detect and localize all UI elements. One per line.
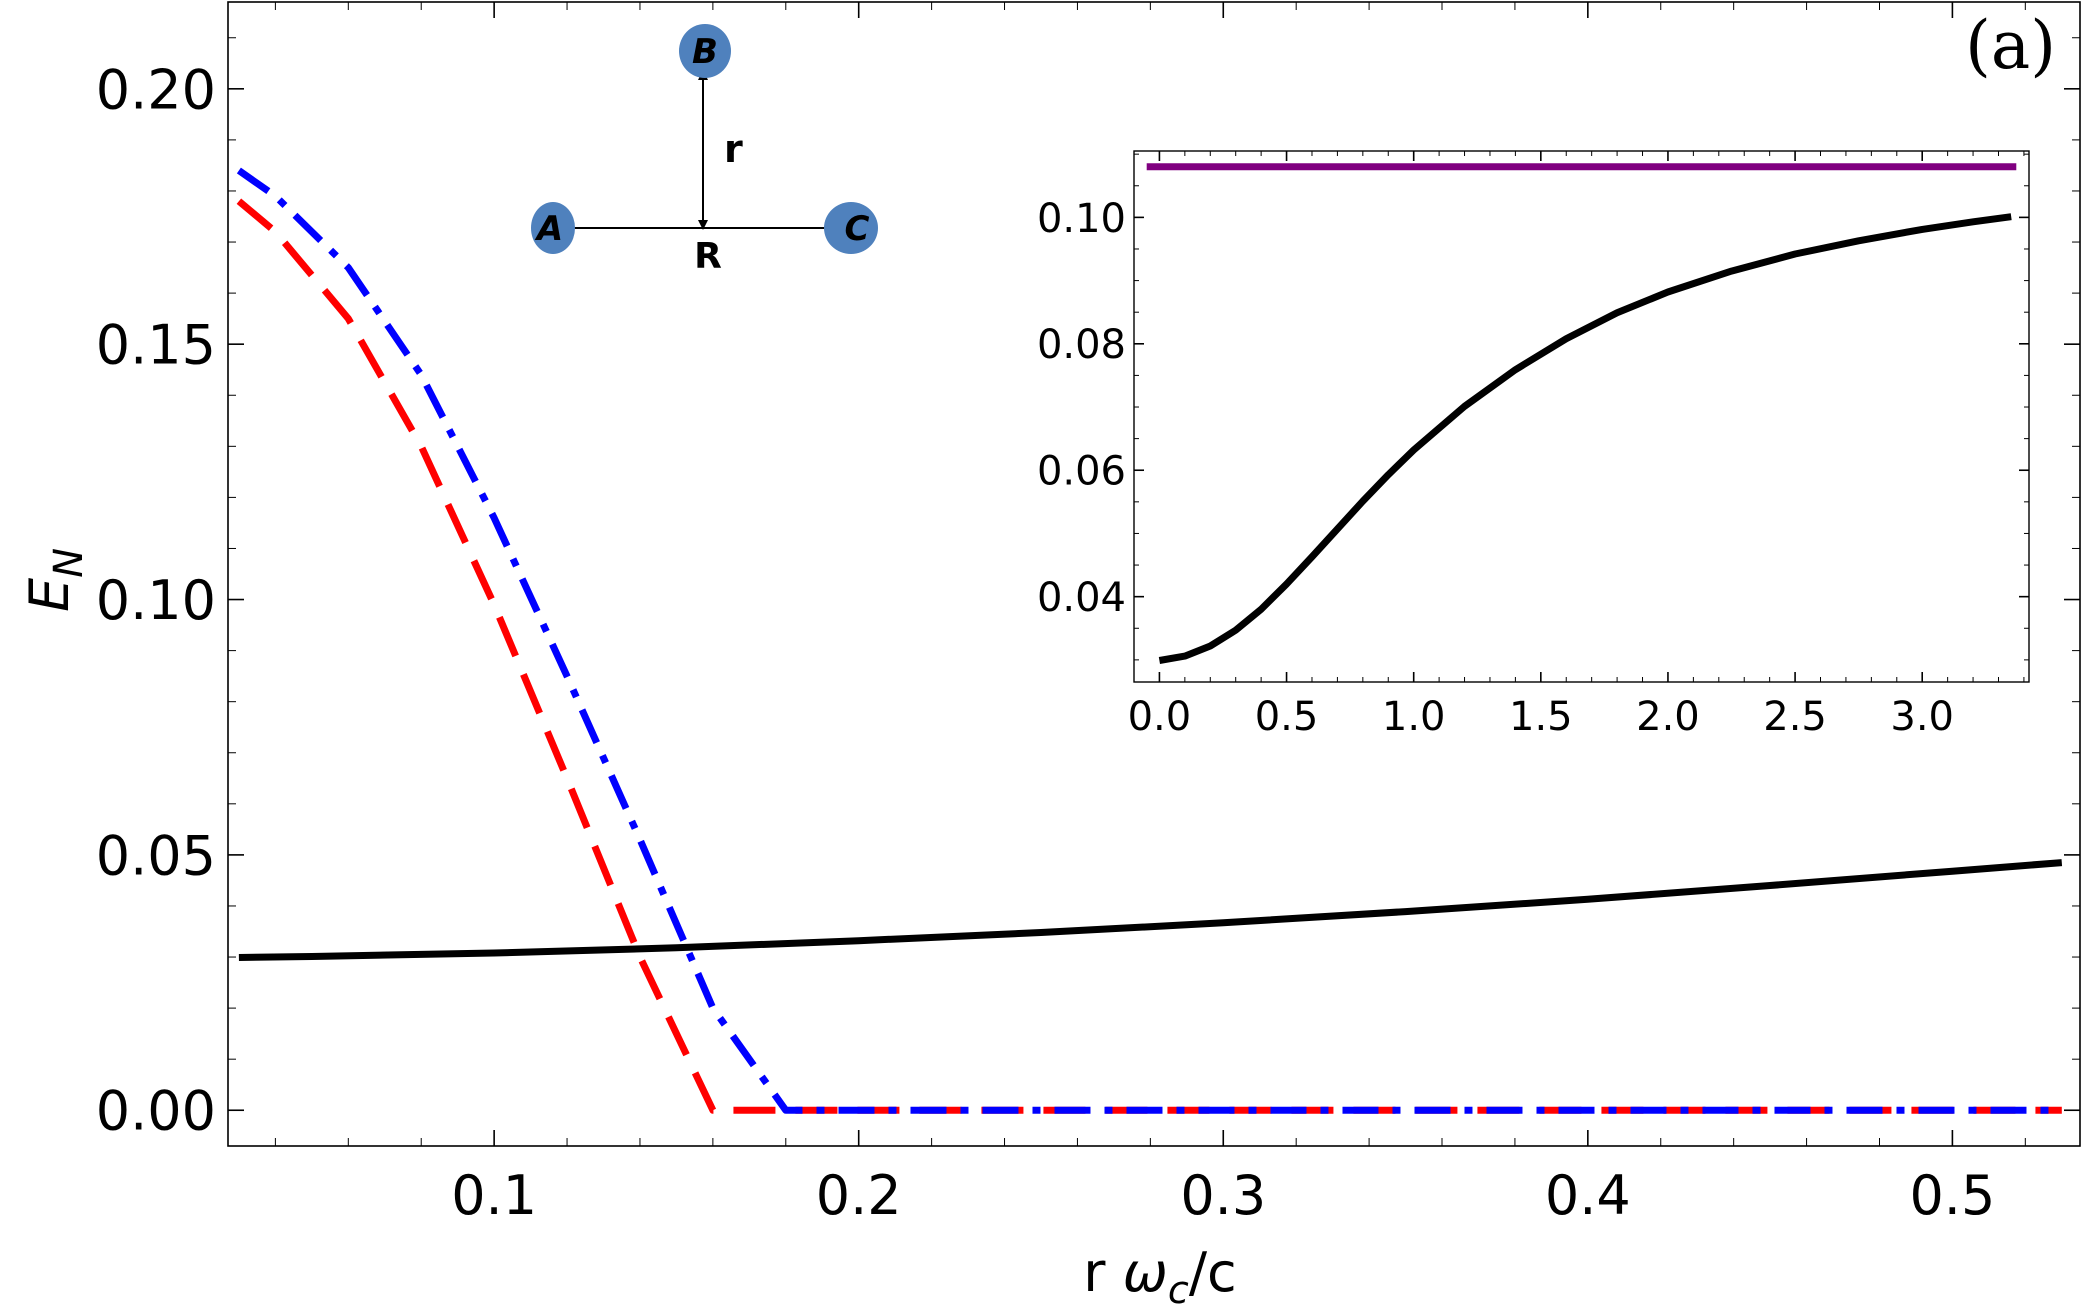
diagram-node-a: [531, 202, 575, 254]
y-tick-label: 0.06: [1037, 449, 1126, 495]
series-blue-dashdot: [236, 167, 2062, 1114]
series-black-solid: [1158, 213, 2012, 664]
geometry-diagram: A B C r R: [531, 24, 878, 277]
x-tick-label: 1.5: [1509, 694, 1573, 740]
main-minor-ticks: [228, 2, 2080, 1146]
x-tick-label: 0.5: [1255, 694, 1319, 740]
y-tick-label: 0.15: [96, 314, 216, 377]
x-tick-label: 0.1: [451, 1164, 537, 1227]
y-axis-title: EN: [18, 548, 92, 612]
x-tick-label: 2.0: [1636, 694, 1700, 740]
main-series-group: [236, 167, 2063, 1114]
inset-minor-ticks: [1133, 151, 2029, 682]
x-axis-title-suffix: /c: [1189, 1241, 1237, 1304]
diagram-node-b: [679, 24, 731, 78]
x-tick-label: 2.5: [1763, 694, 1827, 740]
series-black-solid: [238, 859, 2063, 961]
y-tick-label: 0.04: [1037, 575, 1126, 621]
main-tick-labels: 0.1 0.2 0.3 0.4 0.5 0.00 0.05 0.10 0.15 0.20: [96, 58, 1996, 1227]
x-axis-title: r ωc/c: [1083, 1241, 1236, 1309]
x-axis-title-omega: ω: [1123, 1241, 1168, 1304]
main-plot-frame: [227, 1, 2081, 1147]
series-red-dashed: [236, 198, 2062, 1114]
x-tick-label: 0.3: [1180, 1164, 1266, 1227]
y-tick-label: 0.10: [96, 569, 216, 632]
diagram-label-r: r: [724, 127, 743, 171]
x-axis-title-prefix: r: [1083, 1241, 1122, 1304]
inset-plot-frame: [1133, 150, 2030, 683]
y-tick-label: 0.00: [96, 1080, 216, 1143]
x-tick-label: 1.0: [1382, 694, 1446, 740]
x-tick-label: 0.2: [816, 1164, 902, 1227]
diagram-arrowhead-down: [698, 220, 708, 230]
y-tick-label: 0.20: [96, 58, 216, 121]
diagram-label-c: C: [845, 209, 870, 249]
x-tick-label: 0.0: [1128, 694, 1192, 740]
diagram-label-a: A: [534, 209, 563, 249]
x-tick-label: 0.4: [1545, 1164, 1631, 1227]
x-tick-label: 3.0: [1890, 694, 1954, 740]
y-axis-title-sub: N: [46, 548, 92, 578]
x-tick-label: 0.5: [1909, 1164, 1995, 1227]
inset-series-group: [1146, 163, 2017, 664]
diagram-label-b: B: [692, 32, 718, 72]
panel-label: (a): [1965, 7, 2056, 84]
y-axis-title-main: E: [18, 577, 81, 612]
diagram-label-R: R: [694, 236, 722, 277]
inset-tick-labels: 0.0 0.5 1.0 1.5 2.0 2.5 3.0 0.04 0.06 0.08 0.10: [1037, 196, 1954, 740]
x-axis-title-sub: c: [1168, 1268, 1189, 1309]
y-tick-label: 0.08: [1037, 322, 1126, 368]
y-tick-label: 0.05: [96, 824, 216, 887]
diagram-node-c: [824, 202, 878, 254]
y-tick-label: 0.10: [1037, 196, 1126, 242]
